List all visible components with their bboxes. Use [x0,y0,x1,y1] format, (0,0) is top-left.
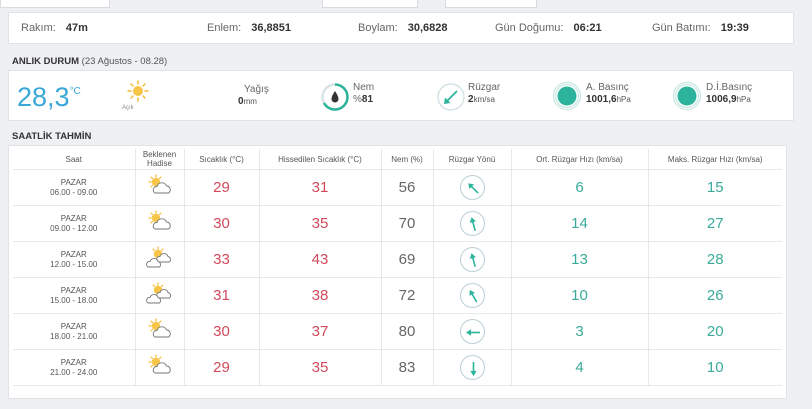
row-feels-like: 43 [259,241,382,278]
partly-cloudy-icon [135,313,185,350]
row-wind-direction [433,277,512,314]
row-avg-wind: 14 [511,205,649,242]
row-temperature: 29 [184,169,260,206]
row-wind-direction [433,349,512,386]
row-feels-like: 37 [259,313,382,350]
table-header-row: Saat Beklenen Hadise Sıcaklık (°C) Hissed… [13,149,782,170]
table-row: PAZAR 06.00 - 09.00 29 31 56 6 15 [13,169,782,206]
row-temperature: 29 [184,349,260,386]
header-nem: Nem (%) [381,149,434,170]
row-max-wind: 20 [648,313,782,350]
table-row: PAZAR 09.00 - 12.00 30 35 70 14 27 [13,205,782,242]
row-avg-wind: 10 [511,277,649,314]
table-row: PAZAR 12.00 - 15.00 33 43 69 13 28 [13,241,782,278]
wind-direction-icon [459,355,485,380]
current-conditions-panel: 28,3°C Açık Yağış 0mm Nem %81 Rüzgar 2km… [8,70,794,121]
row-time: PAZAR 21.00 - 24.00 [13,349,136,386]
humidity-icon [321,83,349,111]
top-tab-middle[interactable] [322,0,418,8]
sunset: Gün Batımı: 19:39 [652,22,749,34]
row-feels-like: 35 [259,349,382,386]
pressure-icon [553,82,581,110]
row-time: PAZAR 09.00 - 12.00 [13,205,136,242]
current-section-title: ANLIK DURUM (23 Ağustos - 08.28) [12,56,168,67]
top-tab-right[interactable] [445,0,537,8]
row-avg-wind: 13 [511,241,649,278]
row-temperature: 31 [184,277,260,314]
wind-direction-icon [459,247,485,272]
row-max-wind: 28 [648,241,782,278]
partly-cloudy-icon [135,349,185,386]
header-ruzgar-yonu: Rüzgar Yönü [433,149,512,170]
row-wind-direction [433,241,512,278]
hourly-forecast-panel: Saat Beklenen Hadise Sıcaklık (°C) Hissed… [8,145,787,399]
row-avg-wind: 4 [511,349,649,386]
sun-clouds-icon [135,241,185,278]
table-row: PAZAR 15.00 - 18.00 31 38 72 10 26 [13,277,782,314]
row-avg-wind: 6 [511,169,649,206]
row-temperature: 30 [184,313,260,350]
row-wind-direction [433,205,512,242]
row-humidity: 83 [381,349,434,386]
row-humidity: 56 [381,169,434,206]
row-feels-like: 38 [259,277,382,314]
precipitation: Yağış 0mm [238,84,269,107]
pressure: A. Basınç 1001,6hPa [586,82,631,105]
latitude: Enlem: 36,8851 [207,22,292,34]
row-feels-like: 35 [259,205,382,242]
wind-direction-icon [459,175,485,200]
wind: Rüzgar 2km/sa [468,82,501,105]
row-time: PAZAR 12.00 - 15.00 [13,241,136,278]
header-sicaklik: Sıcaklık (°C) [184,149,260,170]
wind-icon [437,83,465,111]
row-humidity: 70 [381,205,434,242]
row-temperature: 33 [184,241,260,278]
top-strip [0,0,812,8]
hourly-section-title: SAATLİK TAHMİN [12,131,92,142]
condition-label: Açık [122,105,134,111]
sun-icon [127,80,149,102]
humidity: Nem %81 [353,82,375,105]
row-max-wind: 10 [648,349,782,386]
row-humidity: 80 [381,313,434,350]
sun-clouds-icon [135,277,185,314]
altitude: Rakım: 47m [21,22,88,34]
row-max-wind: 15 [648,169,782,206]
row-wind-direction [433,169,512,206]
row-wind-direction [433,313,512,350]
hourly-table: Saat Beklenen Hadise Sıcaklık (°C) Hissed… [13,149,782,386]
row-humidity: 72 [381,277,434,314]
wind-direction-icon [459,319,485,344]
partly-cloudy-icon [135,205,185,242]
sea-pressure: D.İ.Basınç 1006,9hPa [706,82,753,105]
table-row: PAZAR 21.00 - 24.00 29 35 83 4 10 [13,349,782,386]
wind-direction-icon [459,211,485,236]
sea-pressure-icon [673,82,701,110]
wind-direction-icon [459,283,485,308]
sunrise: Gün Doğumu: 06:21 [495,22,602,34]
row-max-wind: 27 [648,205,782,242]
row-temperature: 30 [184,205,260,242]
location-info-bar: Rakım: 47m Enlem: 36,8851 Boylam: 30,6828 G… [8,12,794,44]
header-ort-ruzgar: Ort. Rüzgar Hızı (km/sa) [511,149,649,170]
row-max-wind: 26 [648,277,782,314]
header-saat: Saat [13,149,136,170]
row-feels-like: 31 [259,169,382,206]
partly-cloudy-icon [135,169,185,206]
current-temperature: 28,3°C [17,82,81,112]
header-hadise: Beklenen Hadise [135,149,185,170]
longitude: Boylam: 30,6828 [358,22,448,34]
table-row: PAZAR 18.00 - 21.00 30 37 80 3 20 [13,313,782,350]
row-humidity: 69 [381,241,434,278]
row-time: PAZAR 06.00 - 09.00 [13,169,136,206]
header-hissedilen: Hissedilen Sıcaklık (°C) [259,149,382,170]
top-tab-left[interactable] [0,0,110,8]
header-maks-ruzgar: Maks. Rüzgar Hızı (km/sa) [648,149,782,170]
row-time: PAZAR 18.00 - 21.00 [13,313,136,350]
row-time: PAZAR 15.00 - 18.00 [13,277,136,314]
row-avg-wind: 3 [511,313,649,350]
